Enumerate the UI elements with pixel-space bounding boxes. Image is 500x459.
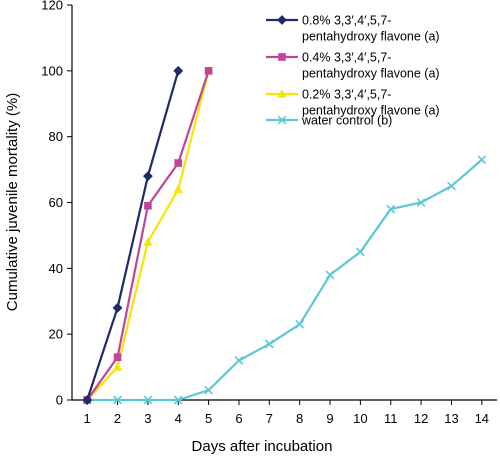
x-tick-label: 10 (353, 411, 367, 426)
data-point-x (264, 339, 274, 349)
data-point-x-stroke (173, 395, 183, 405)
data-point-x (325, 270, 335, 280)
data-point-triangle (112, 362, 123, 371)
legend-label: pentahydroxy flavone (a) (302, 104, 440, 118)
data-point-x-stroke (356, 247, 365, 257)
data-point-x (447, 181, 456, 191)
data-point-square (204, 67, 213, 75)
x-tick-label: 12 (414, 411, 428, 426)
x-tick-label: 8 (296, 411, 303, 426)
y-tick-label: 120 (41, 0, 63, 13)
data-point-x-stroke (277, 115, 287, 125)
data-point-x (277, 115, 287, 125)
legend-label: 0.4% 3,3′,4′,5,7- (302, 51, 391, 65)
legend-label: 0.2% 3,3′,4′,5,7- (302, 88, 391, 102)
legend: 0.8% 3,3′,4′,5,7- pentahydroxy flavone (a… (266, 14, 440, 128)
legend-label: pentahydroxy flavone (a) (302, 30, 440, 44)
data-point-square (144, 201, 152, 210)
data-point-x-stroke (143, 395, 153, 405)
data-point-diamond (173, 65, 184, 76)
series-group (82, 65, 487, 405)
data-point-triangle (173, 184, 183, 193)
x-tick-label: 9 (326, 411, 333, 426)
data-point-x-stroke (477, 155, 487, 165)
legend-entry-2: 0.4% 3,3′,4′,5,7- pentahydroxy flavone (a… (266, 51, 440, 81)
y-tick-label: 60 (49, 195, 63, 210)
series-1 (82, 65, 184, 405)
y-tick-label: 40 (49, 261, 63, 276)
data-point-x-stroke (264, 339, 274, 349)
data-point-x (173, 395, 183, 405)
data-point-x (143, 395, 153, 405)
data-point-x (477, 155, 487, 165)
x-tick-label: 7 (266, 411, 273, 426)
axes (71, 5, 497, 401)
data-point-x-stroke (325, 270, 335, 280)
data-point-diamond (82, 395, 93, 405)
series-line (86, 70, 210, 401)
legend-label: 0.8% 3,3′,4′,5,7- (302, 14, 391, 28)
data-point-square (113, 353, 122, 362)
legend-entry-4: water control (b) (266, 114, 392, 128)
data-point-x (295, 319, 305, 329)
data-point-diamond (277, 15, 287, 25)
x-tick-label: 11 (384, 411, 398, 426)
data-point-x (356, 247, 365, 257)
data-point-diamond (142, 171, 153, 182)
legend-entry-3: 0.2% 3,3′,4′,5,7- pentahydroxy flavone (a… (266, 88, 440, 118)
data-point-x-stroke (447, 181, 456, 191)
legend-label: water control (b) (301, 114, 392, 128)
y-tick-label: 0 (56, 393, 63, 408)
x-tick-label: 3 (144, 411, 151, 426)
data-point-square (278, 53, 286, 61)
series-line (86, 70, 180, 401)
x-tick-label: 13 (444, 411, 458, 426)
data-point-x (386, 204, 396, 214)
x-tick-label: 1 (84, 411, 91, 426)
series-line (87, 158, 483, 402)
x-tick-label: 4 (175, 411, 182, 426)
data-point-triangle (277, 89, 287, 98)
data-point-x (416, 198, 426, 207)
data-point-x (204, 385, 213, 395)
y-tick-label: 20 (49, 327, 63, 342)
x-tick-label: 14 (475, 411, 489, 426)
y-axis-title: Cumulative juvenile mortality (%) (4, 93, 21, 311)
data-point-x-stroke (295, 319, 305, 329)
y-tick-label: 80 (49, 129, 63, 144)
data-point-x (113, 395, 122, 405)
data-point-x-stroke (113, 395, 122, 405)
data-point-x-stroke (234, 356, 244, 365)
data-point-diamond (112, 302, 123, 313)
legend-entry-1: 0.8% 3,3′,4′,5,7- pentahydroxy flavone (a… (266, 14, 440, 44)
data-point-square (174, 159, 183, 167)
data-point-x-stroke (204, 385, 213, 395)
x-tick-label: 2 (114, 411, 121, 426)
x-axis-title: Days after incubation (192, 438, 333, 455)
data-point-x-stroke (386, 204, 396, 214)
series-line (86, 70, 210, 401)
data-point-triangle (143, 237, 153, 246)
y-tick-label: 100 (41, 63, 63, 78)
data-point-x (234, 356, 244, 365)
x-tick-label: 5 (205, 411, 212, 426)
legend-label: pentahydroxy flavone (a) (302, 67, 440, 81)
data-point-x-stroke (416, 198, 426, 207)
x-tick-label: 6 (235, 411, 242, 426)
